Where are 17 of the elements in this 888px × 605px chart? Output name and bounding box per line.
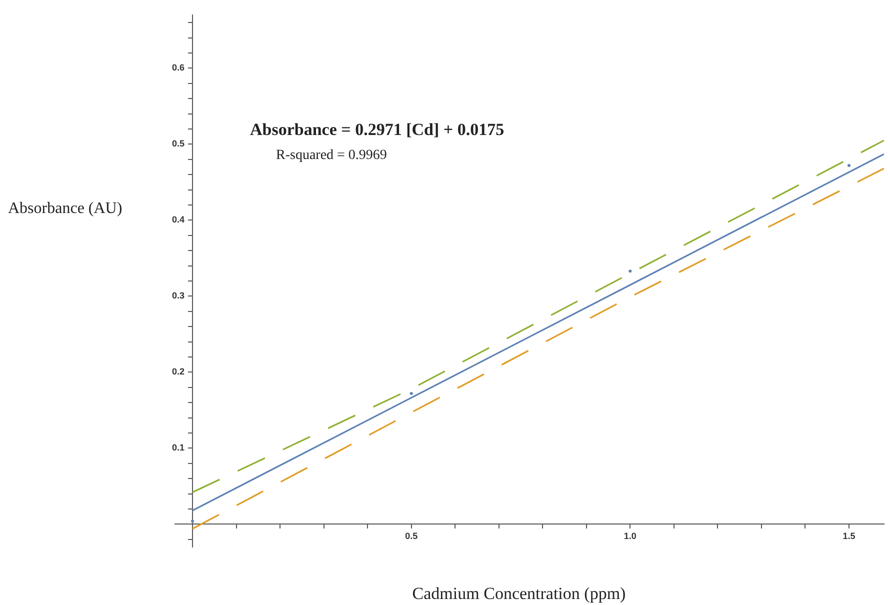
y-tick-label: 0.4 bbox=[172, 214, 185, 225]
y-tick-label: 0.2 bbox=[172, 366, 185, 377]
point bbox=[191, 520, 194, 523]
annotation: R-squared = 0.9969 bbox=[276, 148, 387, 164]
x-axis-title: Cadmium Concentration (ppm) bbox=[411, 584, 627, 604]
y-tick-label: 0.3 bbox=[172, 290, 185, 301]
annotation: Absorbance = 0.2971 [Cd] + 0.0175 bbox=[250, 120, 504, 140]
point bbox=[628, 270, 632, 273]
point bbox=[410, 392, 413, 395]
x-tick-label: 1.5 bbox=[842, 531, 856, 542]
y-tick-label: 0.1 bbox=[172, 442, 185, 453]
y-tick-label: 0.5 bbox=[172, 138, 185, 149]
x-tick-label: 1.0 bbox=[624, 531, 636, 542]
x-tick-label: 0.5 bbox=[405, 531, 418, 542]
y-tick-label: 0.6 bbox=[172, 62, 185, 73]
y-axis-title: Absorbance (AU) bbox=[8, 200, 122, 218]
point bbox=[847, 164, 850, 167]
